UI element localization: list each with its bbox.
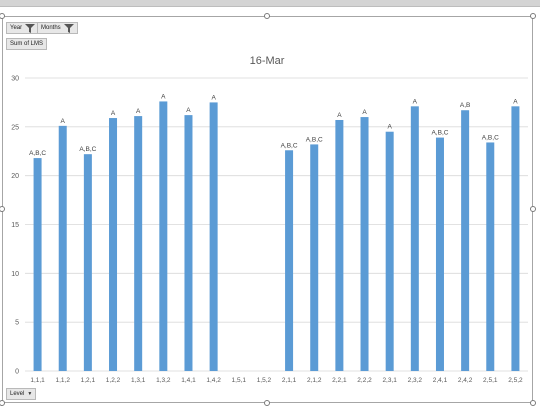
bar — [461, 110, 470, 371]
x-tick-label: 2,3,2 — [408, 377, 423, 384]
bar — [335, 119, 344, 371]
x-tick-label: 2,5,1 — [483, 377, 498, 384]
x-tick-label: 1,3,2 — [156, 377, 171, 384]
level-axis-label: Level — [10, 391, 25, 397]
window-top-strip — [0, 0, 540, 7]
x-tick-label: 1,1,1 — [30, 377, 45, 384]
data-label: A — [337, 112, 342, 119]
x-tick-label: 2,4,1 — [433, 377, 448, 384]
bar — [435, 137, 444, 371]
data-label: A,B,C — [306, 136, 323, 143]
bar — [33, 158, 42, 371]
resize-handle-bottom-right[interactable] — [530, 400, 536, 406]
y-axis-ticks: 0 5 10 15 20 25 30 — [11, 76, 19, 376]
y-tick-label: 10 — [11, 271, 19, 278]
resize-handle-top-left[interactable] — [0, 13, 5, 19]
bar — [360, 117, 369, 371]
data-label: A,B,C — [29, 150, 46, 157]
values-field-label: Sum of LMS — [10, 41, 44, 47]
bar — [58, 125, 67, 372]
x-axis-ticks: 1,1,1 1,1,2 1,2,1 1,2,2 1,3,1 1,3,2 1,4,1 1,4,2… — [30, 377, 523, 384]
bar — [159, 101, 168, 371]
resize-handle-top-right[interactable] — [530, 13, 536, 19]
resize-handle-bottom[interactable] — [264, 400, 270, 406]
data-label: A — [61, 118, 66, 125]
data-label: A — [211, 94, 216, 101]
chart-title: 16-Mar — [250, 55, 285, 67]
months-filter-label: Months — [41, 25, 61, 31]
x-tick-label: 1,2,2 — [106, 377, 121, 384]
x-tick-label: 2,4,2 — [458, 377, 473, 384]
data-label: A — [413, 98, 418, 105]
x-tick-label: 2,2,1 — [332, 377, 347, 384]
bar — [285, 150, 294, 371]
chart-area[interactable]: Year Months Sum of LMS Level ▼ 16-Mar 0 5… — [2, 16, 533, 403]
data-labels: A,B,C A A,B,C A A A A A A,B,C A,B,C A A A A A,B,C A,B A,… — [29, 93, 518, 157]
y-tick-label: 30 — [11, 76, 19, 83]
resize-handle-top[interactable] — [264, 13, 270, 19]
y-tick-label: 25 — [11, 124, 19, 131]
x-tick-label: 1,4,1 — [181, 377, 196, 384]
bar — [511, 106, 520, 371]
bar — [134, 116, 143, 371]
resize-handle-left[interactable] — [0, 206, 5, 212]
filter-icon — [63, 23, 74, 33]
x-tick-label: 1,2,1 — [81, 377, 96, 384]
y-tick-label: 20 — [11, 173, 19, 180]
bar — [109, 118, 118, 371]
x-tick-label: 2,5,2 — [508, 377, 523, 384]
data-label: A — [136, 108, 141, 115]
data-label: A — [186, 107, 191, 114]
filter-icon — [25, 23, 36, 33]
values-field-button[interactable]: Sum of LMS — [6, 38, 48, 50]
data-label: A — [161, 93, 166, 100]
x-tick-label: 1,3,1 — [131, 377, 146, 384]
bars — [33, 101, 520, 372]
x-tick-label: 2,1,2 — [307, 377, 322, 384]
x-tick-label: 1,5,2 — [257, 377, 272, 384]
y-tick-label: 5 — [15, 320, 19, 327]
gridlines — [25, 77, 528, 372]
bar — [209, 102, 218, 372]
bar — [410, 106, 419, 371]
x-tick-label: 2,1,1 — [282, 377, 297, 384]
level-axis-field-button[interactable]: Level ▼ — [6, 388, 37, 400]
x-tick-label: 1,4,2 — [206, 377, 221, 384]
bar — [486, 142, 495, 371]
bar — [310, 144, 319, 371]
x-tick-label: 2,2,2 — [357, 377, 372, 384]
data-label: A,B,C — [431, 130, 448, 137]
data-label: A — [388, 124, 393, 131]
months-filter-button[interactable]: Months — [37, 22, 78, 34]
data-label: A,B,C — [281, 142, 298, 149]
dropdown-icon: ▼ — [27, 391, 33, 397]
data-label: A — [513, 98, 518, 105]
year-filter-label: Year — [10, 25, 23, 31]
resize-handle-bottom-left[interactable] — [0, 400, 5, 406]
data-label: A,B,C — [482, 134, 499, 141]
data-label: A,B,C — [79, 146, 96, 153]
data-label: A,B — [460, 102, 470, 109]
data-label: A — [111, 110, 116, 117]
resize-handle-right[interactable] — [530, 206, 536, 212]
bar — [385, 131, 394, 371]
x-tick-label: 1,1,2 — [55, 377, 70, 384]
bar — [184, 115, 193, 371]
data-label: A — [362, 109, 367, 116]
x-tick-label: 1,5,1 — [232, 377, 247, 384]
y-tick-label: 15 — [11, 222, 19, 229]
x-tick-label: 2,3,1 — [382, 377, 397, 384]
bar — [83, 154, 92, 371]
y-tick-label: 0 — [15, 369, 19, 376]
